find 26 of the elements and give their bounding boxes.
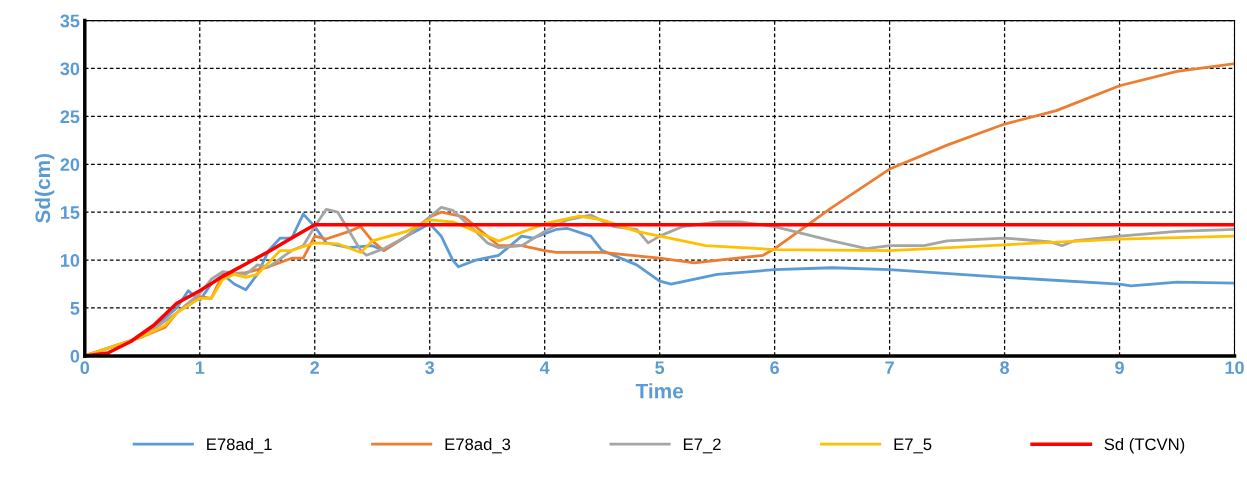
x-tick-label: 7 bbox=[885, 361, 894, 374]
legend-label: E7_2 bbox=[683, 438, 721, 454]
y-tick-label: 15 bbox=[60, 206, 80, 219]
y-axis-title: Sd(cm) bbox=[34, 153, 55, 223]
y-tick-label: 20 bbox=[60, 158, 80, 172]
x-tick-label: 3 bbox=[425, 361, 435, 375]
x-tick-label: 5 bbox=[655, 361, 665, 375]
legend-label: E78ad_1 bbox=[207, 437, 272, 454]
x-axis-title: Time bbox=[635, 383, 684, 399]
x-tick-label: 4 bbox=[539, 361, 550, 374]
y-tick-label: 25 bbox=[60, 110, 80, 124]
x-tick-label: 9 bbox=[1115, 361, 1124, 375]
x-tick-label: 2 bbox=[310, 361, 320, 374]
legend-label: Sd (TCVN) bbox=[1104, 437, 1185, 454]
y-tick-label: 5 bbox=[70, 302, 80, 315]
x-tick-label: 8 bbox=[1000, 361, 1010, 375]
y-tick-label: 10 bbox=[60, 254, 80, 267]
x-tick-label: 1 bbox=[195, 361, 205, 374]
x-tick-label: 10 bbox=[1225, 361, 1244, 375]
y-tick-label: 35 bbox=[60, 14, 80, 28]
x-tick-label: 0 bbox=[80, 361, 90, 375]
legend-label: E78ad_3 bbox=[445, 437, 511, 454]
y-tick-label: 0 bbox=[70, 349, 80, 363]
x-tick-label: 6 bbox=[770, 361, 780, 375]
legend-label: E7_5 bbox=[894, 438, 932, 454]
y-tick-label: 30 bbox=[60, 62, 80, 76]
